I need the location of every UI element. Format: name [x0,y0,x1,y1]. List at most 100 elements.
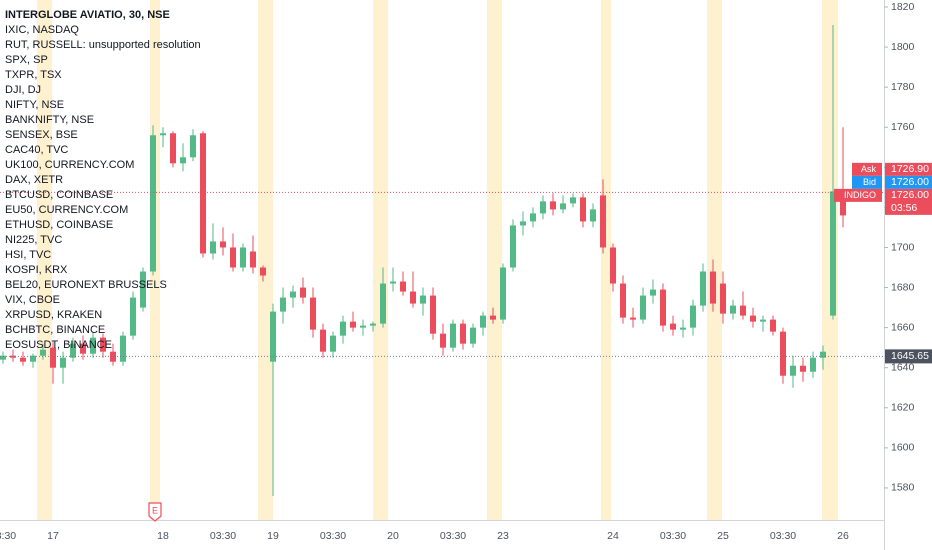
candle-body [650,289,656,296]
candle-body [610,247,616,284]
symbol-entry: UK100, CURRENCY.COM [5,159,134,171]
price-tag [885,162,932,176]
symbol-entry: SENSEX, BSE [5,129,78,141]
earnings-flag[interactable] [148,502,162,522]
candle-body [370,323,376,326]
symbol-entry: SPX, SP [5,54,48,66]
candle-body [110,351,116,362]
earnings-label[interactable]: E [152,505,158,515]
symbol-entry: KOSPI, KRX [5,264,68,276]
candle-body [30,355,36,362]
session-break [373,0,388,520]
price-tag-name: INDIGO [844,190,876,200]
candle-body [170,133,176,164]
x-tick-label: 03:30 [770,530,796,542]
x-tick-label: 20 [387,530,399,542]
candle-body [690,305,696,328]
candle-body [450,323,456,348]
candle-body [420,295,426,304]
symbol-entry: BCHBTC, BINANCE [5,324,105,336]
candle-body [180,157,186,164]
candle-body [840,191,846,216]
candle-body [500,267,506,320]
symbol-entry: IXIC, NASDAQ [5,24,79,36]
session-break [487,0,502,520]
candle-body [190,135,196,158]
price-tag [885,175,932,189]
candle-body [130,297,136,336]
candle-body [800,365,806,372]
last-close-tag [885,349,932,364]
x-tick-label: 03:30 [210,530,236,542]
candle-body [330,335,336,352]
candle-body [460,323,466,344]
earnings-marker[interactable]: E [148,502,162,522]
x-tick-label: 24 [607,530,619,542]
candle-body [720,283,726,314]
y-tick-label: 1600 [891,442,915,454]
y-tick-label: 1580 [891,482,915,494]
symbol-entry: HSI, TVC [5,249,51,261]
chart-title: INTERGLOBE AVIATIO, 30, NSE [5,9,170,21]
candle-body [320,329,326,352]
candle-body [550,201,556,210]
candle-body [360,325,366,328]
symbol-entry: EU50, CURRENCY.COM [5,204,128,216]
symbol-entry: CAC40, TVC [5,144,68,156]
candle-body [80,343,86,354]
candle-body [480,315,486,328]
candle-body [430,295,436,334]
symbol-entry: NI225, TVC [5,234,62,246]
candle-body [660,289,666,326]
y-tick-label: 1780 [891,81,915,93]
x-tick-label: 26 [837,530,849,542]
price-tag [885,188,932,215]
candle-body [710,271,716,304]
candle-body [0,355,6,360]
price-tag-name: Bid [863,177,876,187]
candle-body [520,221,526,226]
symbol-entry: BEL20, EURONEXT BRUSSELS [5,279,167,291]
candle-body [350,321,356,328]
symbol-entry: DAX, XETR [5,174,63,186]
candle-body [40,349,46,356]
symbol-entry: TXPR, TSX [5,69,62,81]
candle-body [300,287,306,298]
candle-body [90,337,96,354]
candle-body [560,203,566,210]
candle-body [820,351,826,358]
x-tick-label: 18 [157,530,169,542]
candle-body [530,213,536,222]
candle-body [760,319,766,322]
price-tag-label: 1726.90 [891,163,929,175]
candle-body [150,135,156,272]
candle-body [280,297,286,312]
price-tag-countdown: 03:56 [891,202,917,214]
candle-body [730,305,736,314]
candle-body [470,327,476,344]
candle-body [240,247,246,268]
candle-body [630,317,636,320]
session-break [707,0,722,520]
x-tick-label: 03:30 [0,530,16,542]
symbol-entry: EOSUSDT, BINANCE [5,339,112,351]
last-close-label: 1645.65 [891,350,929,362]
candle-body [600,195,606,248]
candle-body [220,241,226,248]
candle-body [260,267,266,276]
candle-body [440,333,446,348]
symbol-entry: XRPUSD, KRAKEN [5,309,102,321]
candle-body [680,327,686,330]
candle-body [310,297,316,330]
symbol-entry: NIFTY, NSE [5,99,64,111]
candle-body [380,283,386,324]
candle-body [270,311,276,362]
candle-body [570,197,576,204]
candle-body [20,357,26,362]
price-tag-name-box [852,162,882,176]
price-tag-name-box [834,188,882,202]
session-break [37,0,52,520]
candle-body [210,241,216,254]
y-tick-label: 1820 [891,1,915,13]
y-tick-label: 1660 [891,321,915,333]
